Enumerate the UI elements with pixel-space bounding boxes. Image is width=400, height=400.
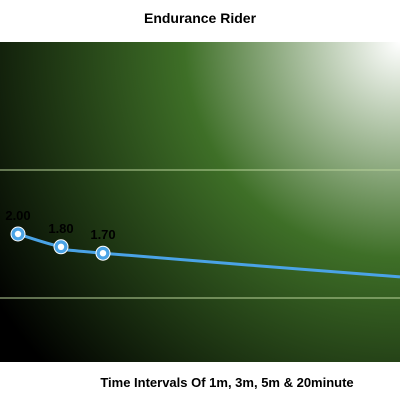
data-point-center xyxy=(14,230,22,238)
markers xyxy=(10,226,111,261)
data-labels: 2.00 1.80 1.70 xyxy=(5,208,115,242)
series-line xyxy=(17,232,400,279)
data-point-center xyxy=(57,243,65,250)
chart-title: Endurance Rider xyxy=(143,10,257,26)
gridlines xyxy=(0,169,400,299)
data-label: 1.80 xyxy=(48,221,73,236)
data-label: 2.00 xyxy=(5,208,30,223)
data-point-center xyxy=(99,250,107,257)
plot-area xyxy=(0,42,400,362)
data-label: 1.70 xyxy=(90,227,115,242)
x-axis-label: Time Intervals Of 1m, 3m, 5m & 20minute xyxy=(100,375,354,390)
